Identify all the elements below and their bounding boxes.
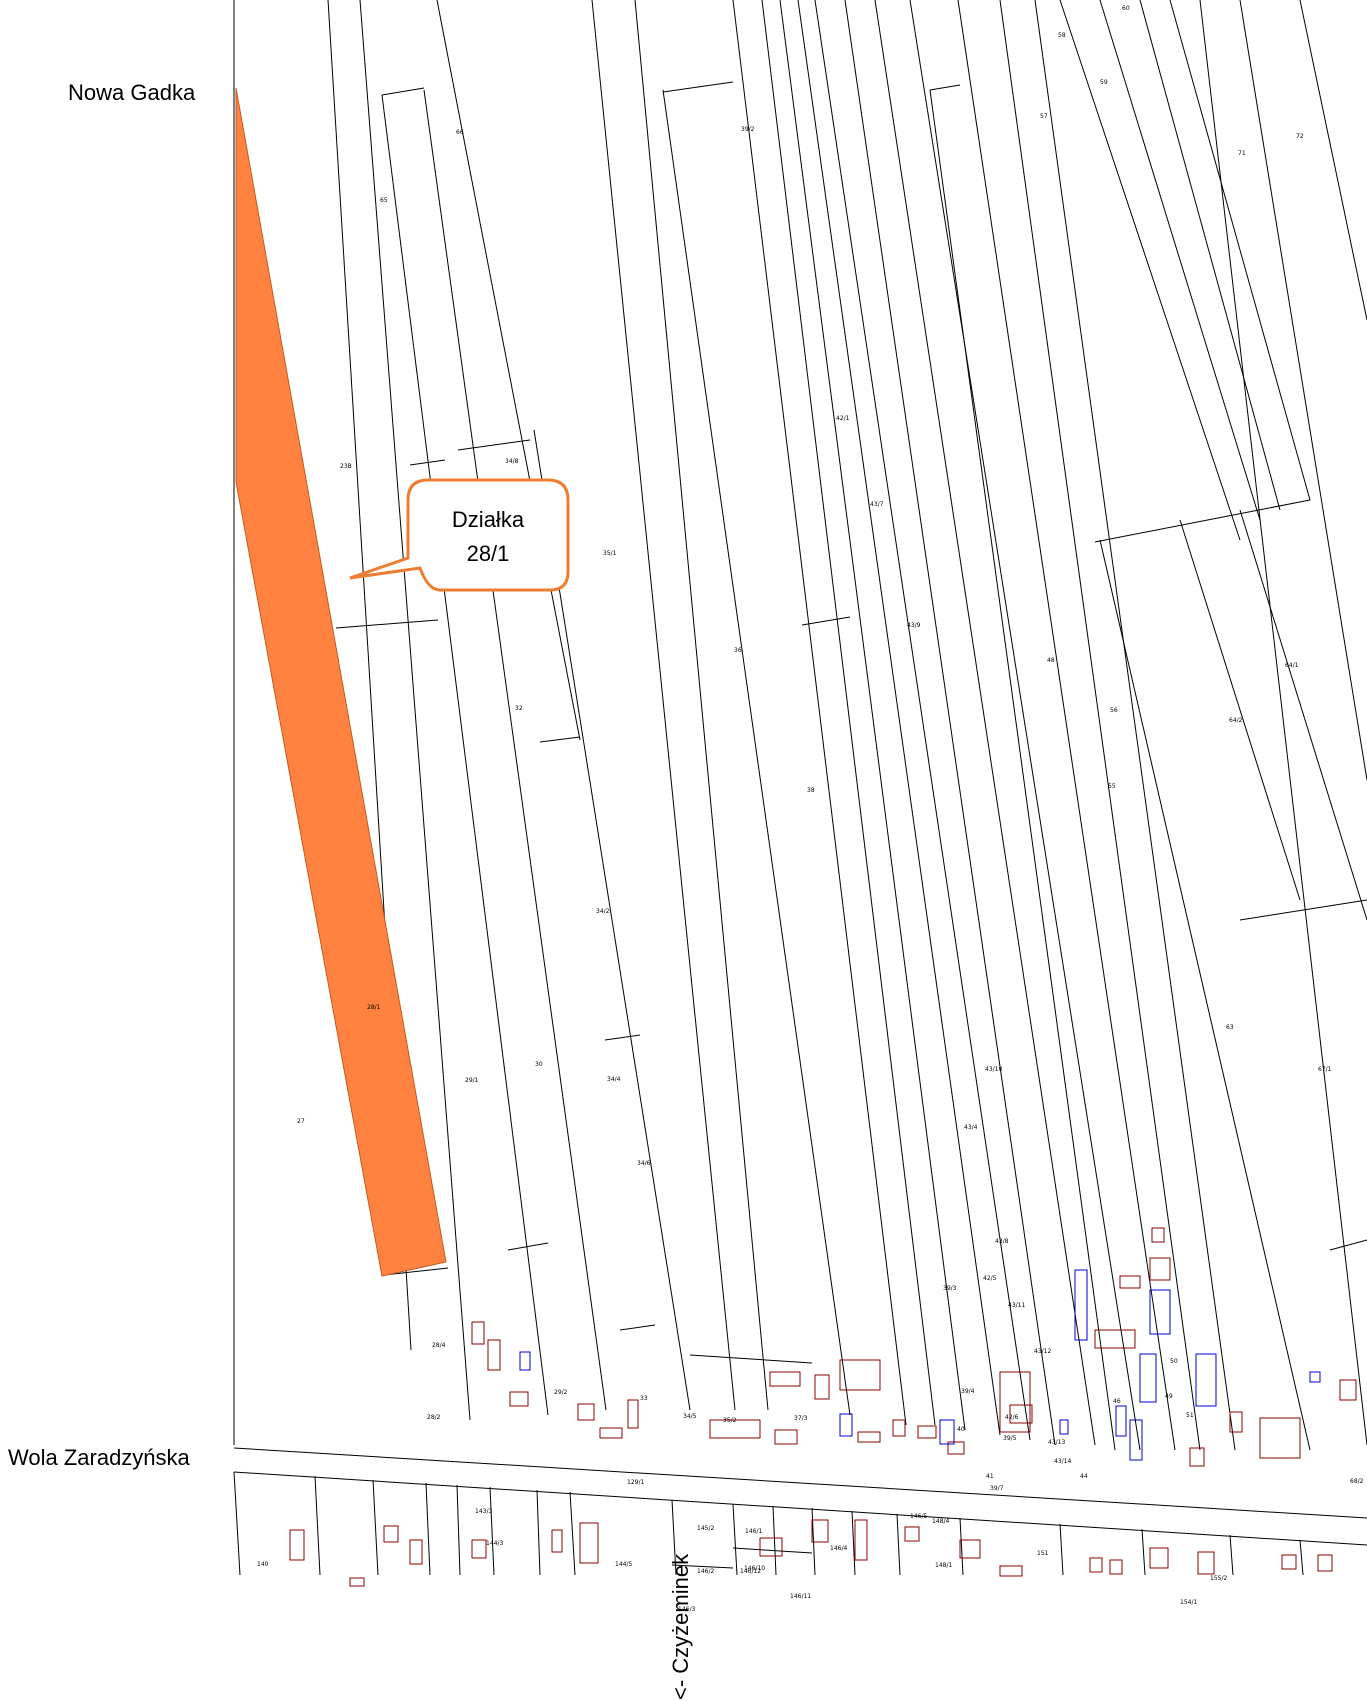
- buildings: [289, 1227, 1357, 1587]
- parcel-number: 34/2: [596, 908, 610, 915]
- parcel-number: 37/3: [794, 1415, 808, 1422]
- place-label-north: Nowa Gadka: [68, 80, 196, 105]
- road-direction-label: <- Czyżeminek: [668, 1553, 693, 1700]
- parcel-number: 46: [1113, 1398, 1121, 1405]
- parcel-number: 146/1: [745, 1528, 762, 1535]
- parcel-number: 55: [1108, 783, 1116, 790]
- parcel-number: 42/1: [836, 415, 850, 422]
- parcel-number: 65: [380, 197, 388, 204]
- highlighted-parcel-28-1: [235, 87, 447, 1277]
- parcel-number: 144/5: [615, 1561, 632, 1568]
- parcel-number: 36: [734, 647, 742, 654]
- parcel-number: 34/4: [607, 1076, 621, 1083]
- parcel-number: 148/4: [932, 1518, 949, 1525]
- parcel-number: 129/1: [627, 1479, 644, 1486]
- parcel-number: 32: [515, 705, 523, 712]
- parcel-number: 146/11: [790, 1593, 811, 1600]
- parcel-number: 33: [640, 1395, 648, 1402]
- parcel-number: 28/1: [367, 1004, 381, 1011]
- parcel-number: 43/9: [907, 622, 921, 629]
- callout-text: Działka 28/1: [408, 503, 568, 571]
- parcel-number: 38: [807, 787, 815, 794]
- parcel-number: 44: [1080, 1473, 1088, 1480]
- parcel-number: 43/11: [1008, 1302, 1025, 1309]
- parcel-number: 35/1: [603, 550, 617, 557]
- parcel-boundaries: [233, 0, 1367, 1576]
- parcel-number: 154/1: [1180, 1599, 1197, 1606]
- parcel-number: 72: [1296, 133, 1304, 140]
- parcel-number: 71: [1238, 150, 1246, 157]
- parcel-number: 64/2: [1229, 717, 1243, 724]
- parcel-number: 146/3: [678, 1606, 695, 1613]
- parcel-number: 28/2: [427, 1414, 441, 1421]
- parcel-number: 30: [535, 1061, 543, 1068]
- parcel-number: 66: [456, 129, 464, 136]
- parcel-number: 50: [1170, 1358, 1178, 1365]
- parcel-number: 146/4: [830, 1545, 847, 1552]
- parcel-number: 51: [1186, 1412, 1194, 1419]
- parcel-number: 43/12: [1034, 1348, 1051, 1355]
- parcel-number: 39/4: [961, 1388, 975, 1395]
- parcel-number: 155/2: [1210, 1575, 1227, 1582]
- parcel-number: 57: [1040, 113, 1048, 120]
- callout-line-1: Działka: [451, 507, 525, 532]
- parcel-number: 34/5: [683, 1413, 697, 1420]
- parcel-number: 146/2: [697, 1568, 714, 1575]
- place-label-south: Wola Zaradzyńska: [8, 1445, 190, 1470]
- parcel-number: 143/3: [475, 1508, 492, 1515]
- parcel-number: 148/1: [935, 1562, 952, 1569]
- parcel-number-labels: 65 66 39/2 58 60 59 57 71 72 23B 34/8 35/1 42/1 43/7 4…: [257, 5, 1364, 1613]
- parcel-number: 23B: [340, 463, 352, 470]
- parcel-number: 43/14: [1054, 1458, 1071, 1465]
- parcel-number: 39/5: [1003, 1435, 1017, 1442]
- callout-line-2: 28/1: [466, 541, 510, 566]
- parcel-number: 146/5: [910, 1513, 927, 1520]
- parcel-number: 43/8: [995, 1238, 1009, 1245]
- utility-structures: [519, 1269, 1321, 1461]
- parcel-number: 67/1: [1318, 1066, 1332, 1073]
- parcel-number: 60: [1122, 5, 1130, 12]
- parcel-number: 49: [1165, 1393, 1173, 1400]
- parcel-number: 43/7: [870, 501, 884, 508]
- parcel-number: 59: [1100, 79, 1108, 86]
- parcel-number: 43/4: [964, 1124, 978, 1131]
- parcel-number: 43/13: [1048, 1439, 1065, 1446]
- parcel-number: 140: [257, 1561, 269, 1568]
- parcel-number: 29/2: [554, 1389, 568, 1396]
- parcel-number: 63: [1226, 1024, 1234, 1031]
- parcel-number: 43/10: [985, 1066, 1002, 1073]
- parcel-number: 48: [1047, 657, 1055, 664]
- parcel-number: 151: [1037, 1550, 1049, 1557]
- parcel-number: 56: [1110, 707, 1118, 714]
- parcel-number: 29/1: [465, 1077, 479, 1084]
- parcel-number: 34/6: [637, 1160, 651, 1167]
- parcel-number: 146/10: [744, 1565, 765, 1572]
- parcel-number: 64/1: [1285, 662, 1299, 669]
- parcel-number: 68/2: [1350, 1478, 1364, 1485]
- parcel-number: 27: [297, 1118, 305, 1125]
- parcel-number: 42/5: [983, 1275, 997, 1282]
- parcel-number: 144/3: [486, 1540, 503, 1547]
- parcel-number: 40: [957, 1426, 965, 1433]
- parcel-number: 146/12: [740, 1568, 761, 1575]
- parcel-number: 39/2: [741, 126, 755, 133]
- parcel-number: 39/3: [943, 1285, 957, 1292]
- parcel-number: 39/7: [990, 1485, 1004, 1492]
- parcel-number: 41: [986, 1473, 994, 1480]
- parcel-number: 145/2: [697, 1525, 714, 1532]
- parcel-number: 35/2: [723, 1417, 737, 1424]
- parcel-number: 28/4: [432, 1342, 446, 1349]
- parcel-number: 42/6: [1005, 1414, 1019, 1421]
- parcel-number: 58: [1058, 32, 1066, 39]
- parcel-number: 34/8: [505, 458, 519, 465]
